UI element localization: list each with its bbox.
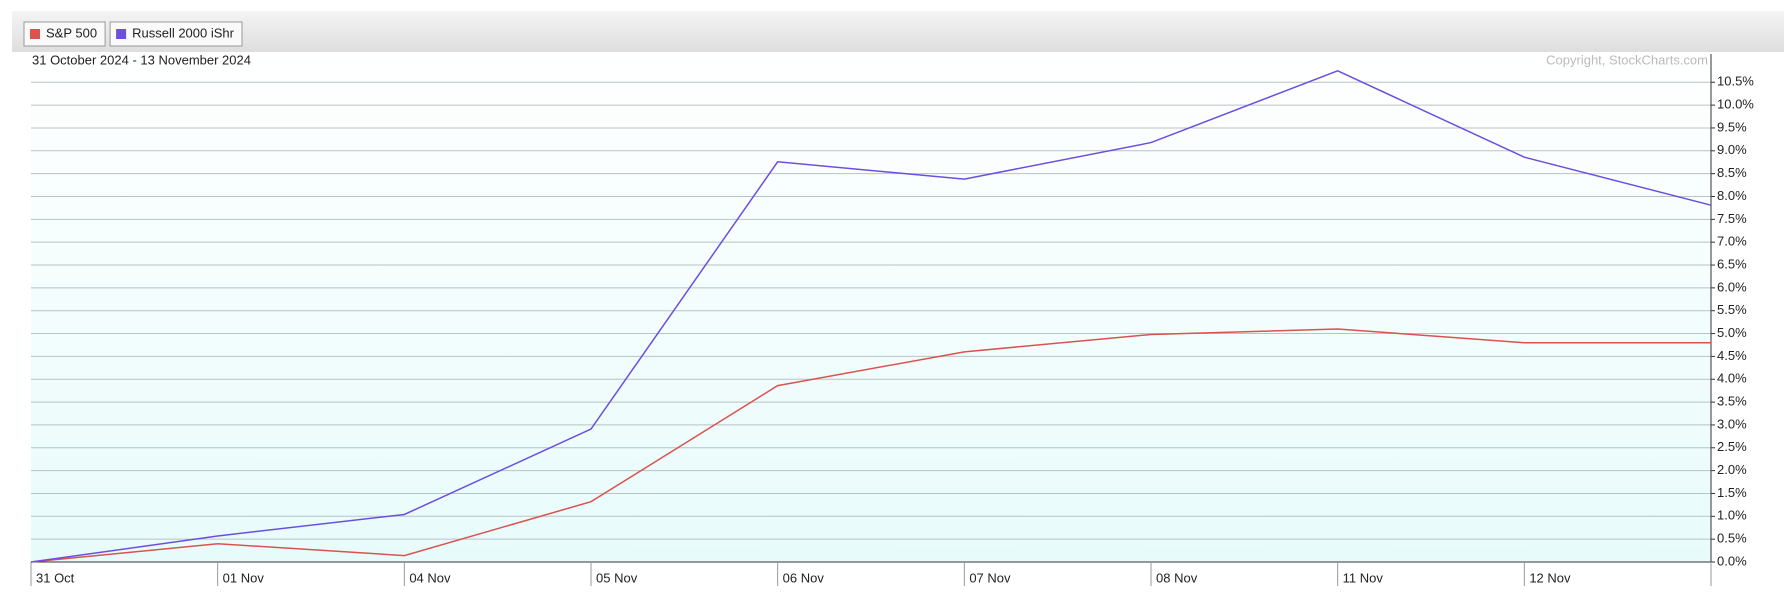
legend: S&P 500 Russell 2000 iShr bbox=[23, 21, 243, 47]
x-tick-label: 06 Nov bbox=[783, 570, 825, 585]
copyright: Copyright, StockCharts.com bbox=[1546, 52, 1708, 67]
y-tick-label: 8.0% bbox=[1717, 188, 1747, 203]
y-tick-label: 4.0% bbox=[1717, 371, 1747, 386]
y-tick-label: 7.0% bbox=[1717, 234, 1747, 249]
legend-label: S&P 500 bbox=[46, 25, 97, 40]
plot-area bbox=[31, 52, 1711, 562]
x-tick-label: 07 Nov bbox=[969, 570, 1011, 585]
y-tick-label: 2.5% bbox=[1717, 439, 1747, 454]
y-tick-label: 4.5% bbox=[1717, 348, 1747, 363]
y-tick-label: 5.5% bbox=[1717, 302, 1747, 317]
y-tick-label: 8.5% bbox=[1717, 165, 1747, 180]
y-tick-label: 1.5% bbox=[1717, 485, 1747, 500]
x-tick-label: 08 Nov bbox=[1156, 570, 1198, 585]
x-tick-label: 11 Nov bbox=[1343, 570, 1384, 585]
legend-item: Russell 2000 iShr bbox=[109, 21, 243, 47]
y-tick-label: 3.5% bbox=[1717, 394, 1747, 409]
y-tick-label: 3.0% bbox=[1717, 416, 1747, 431]
legend-label: Russell 2000 iShr bbox=[132, 25, 235, 40]
x-tick-label: 31 Oct bbox=[36, 570, 75, 585]
y-tick-label: 10.5% bbox=[1717, 74, 1754, 89]
y-tick-label: 5.0% bbox=[1717, 325, 1747, 340]
y-tick-label: 7.5% bbox=[1717, 211, 1747, 226]
y-tick-label: 6.5% bbox=[1717, 256, 1747, 271]
line bbox=[30, 70, 1712, 563]
y-tick-label: 1.0% bbox=[1717, 508, 1747, 523]
y-tick-label: 10.0% bbox=[1717, 97, 1754, 112]
x-tick-label: 05 Nov bbox=[596, 570, 638, 585]
x-tick-label: 01 Nov bbox=[223, 570, 265, 585]
legend-swatch bbox=[30, 29, 40, 39]
legend-item: S&P 500 bbox=[23, 21, 106, 47]
x-tick-label: 04 Nov bbox=[409, 570, 451, 585]
x-tick-label: 12 Nov bbox=[1529, 570, 1571, 585]
y-tick-label: 6.0% bbox=[1717, 279, 1747, 294]
y-tick-label: 2.0% bbox=[1717, 462, 1747, 477]
line bbox=[30, 328, 1711, 563]
y-tick-label: 9.0% bbox=[1717, 142, 1747, 157]
y-tick-label: 0.0% bbox=[1717, 553, 1747, 568]
legend-box bbox=[109, 21, 243, 47]
date-range: 31 October 2024 - 13 November 2024 bbox=[32, 52, 251, 67]
legend-swatch bbox=[116, 29, 127, 39]
y-tick-label: 9.5% bbox=[1717, 119, 1747, 134]
toolbar bbox=[12, 11, 1784, 52]
y-tick-label: 0.5% bbox=[1717, 531, 1747, 546]
